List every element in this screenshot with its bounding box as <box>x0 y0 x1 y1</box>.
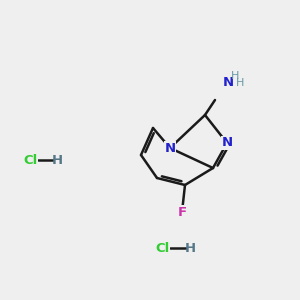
Text: N: N <box>221 136 233 149</box>
Text: F: F <box>177 206 187 218</box>
Text: Cl: Cl <box>23 154 37 166</box>
Text: Cl: Cl <box>155 242 169 254</box>
Text: N: N <box>164 142 175 154</box>
Text: N: N <box>222 76 234 88</box>
Text: H: H <box>236 78 244 88</box>
Text: H: H <box>184 242 196 254</box>
Text: H: H <box>51 154 63 166</box>
Text: H: H <box>231 71 239 81</box>
